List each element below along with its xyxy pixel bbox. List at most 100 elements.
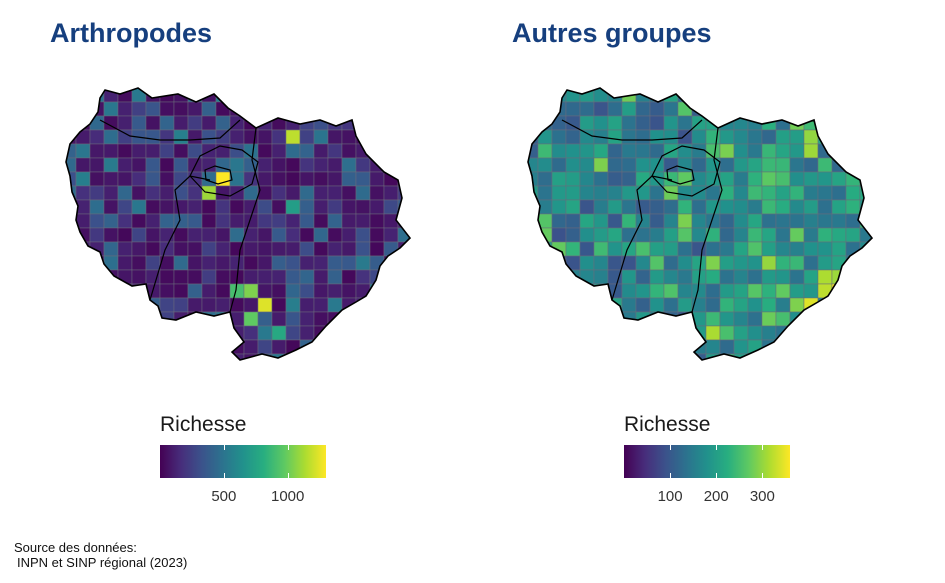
grid-cell [528, 129, 539, 145]
grid-cell [747, 143, 763, 159]
grid-cell [89, 227, 105, 243]
grid-cell [874, 158, 888, 172]
grid-cell [528, 115, 539, 131]
grid-cell [776, 368, 790, 380]
grid-cell [705, 325, 721, 341]
grid-cell [621, 325, 637, 341]
grid-cell [383, 88, 399, 103]
grid-cell [565, 311, 581, 327]
grid-cell [341, 157, 357, 173]
grid-cell [817, 199, 833, 215]
grid-cells [62, 88, 426, 380]
grid-cell [75, 269, 91, 285]
grid-cell [285, 171, 301, 187]
grid-cell [397, 311, 410, 327]
grid-cell [66, 241, 77, 257]
grid-cell [579, 297, 595, 313]
grid-cell [229, 143, 245, 159]
grid-cell [131, 311, 147, 327]
grid-cell [327, 171, 343, 187]
grid-cell [355, 213, 371, 229]
grid-cell [145, 171, 161, 187]
grid-cell [145, 129, 161, 145]
grid-cell [271, 129, 287, 145]
grid-cell [299, 129, 315, 145]
grid-cell [649, 255, 665, 271]
grid-cell [271, 101, 287, 117]
grid-cell [75, 143, 91, 159]
grid-cell [145, 157, 161, 173]
grid-cell [551, 185, 567, 201]
grid-cell [579, 157, 595, 173]
grid-cell [117, 199, 133, 215]
grid-cell [412, 144, 426, 158]
grid-cell [341, 325, 357, 341]
grid-cell [397, 339, 410, 355]
grid-cell [341, 297, 357, 313]
grid-cell [747, 255, 763, 271]
grid-cell [817, 339, 833, 355]
grid-cell [580, 368, 594, 380]
grid-cell [257, 199, 273, 215]
grid-cell [650, 368, 664, 380]
grid-cell [313, 311, 329, 327]
grid-cell [859, 283, 872, 299]
grid-cell [579, 325, 595, 341]
grid-cell [789, 129, 805, 145]
grid-cell [537, 269, 553, 285]
grid-cell [551, 311, 567, 327]
grid-cell [244, 368, 258, 380]
grid-cell [551, 227, 567, 243]
grid-cell [803, 297, 819, 313]
grid-cell [803, 255, 819, 271]
grid-cell [874, 228, 888, 242]
grid-cell [229, 88, 245, 103]
grid-cell [874, 214, 888, 228]
grid-cell [528, 101, 539, 117]
grid-cell [299, 283, 315, 299]
grid-cell [817, 101, 833, 117]
grid-cell [635, 269, 651, 285]
grid-cell [635, 297, 651, 313]
grid-cell [874, 116, 888, 130]
grid-cell [691, 88, 707, 103]
grid-cell [663, 213, 679, 229]
grid-cell [845, 101, 861, 117]
grid-cell [621, 115, 637, 131]
grid-cell [635, 199, 651, 215]
grid-cell [412, 186, 426, 200]
grid-cell [187, 101, 203, 117]
grid-cell [621, 199, 637, 215]
grid-cell [243, 311, 259, 327]
grid-cell [327, 297, 343, 313]
grid-cell [551, 269, 567, 285]
grid-cell [89, 199, 105, 215]
grid-cell [299, 199, 315, 215]
grid-cell [89, 115, 105, 131]
grid-cell [649, 325, 665, 341]
grid-cell [733, 297, 749, 313]
grid-cell [608, 368, 622, 380]
grid-cell [271, 171, 287, 187]
grid-cell [355, 129, 371, 145]
grid-cell [789, 297, 805, 313]
grid-cell [874, 172, 888, 186]
grid-cell [593, 339, 609, 355]
grid-cell [341, 353, 357, 360]
grid-cell [412, 354, 426, 368]
grid-cell [131, 227, 147, 243]
grid-cell [579, 185, 595, 201]
grid-cell [649, 213, 665, 229]
grid-cell [201, 325, 217, 341]
grid-cell [159, 101, 175, 117]
grid-cell [874, 242, 888, 256]
grid-cell [89, 241, 105, 257]
grid-cell [733, 283, 749, 299]
grid-cell [845, 269, 861, 285]
grid-cell [747, 101, 763, 117]
grid-cell [528, 199, 539, 215]
grid-cell [341, 255, 357, 271]
grid-cell [145, 185, 161, 201]
grid-cell [66, 353, 77, 360]
grid-cell [62, 368, 76, 380]
